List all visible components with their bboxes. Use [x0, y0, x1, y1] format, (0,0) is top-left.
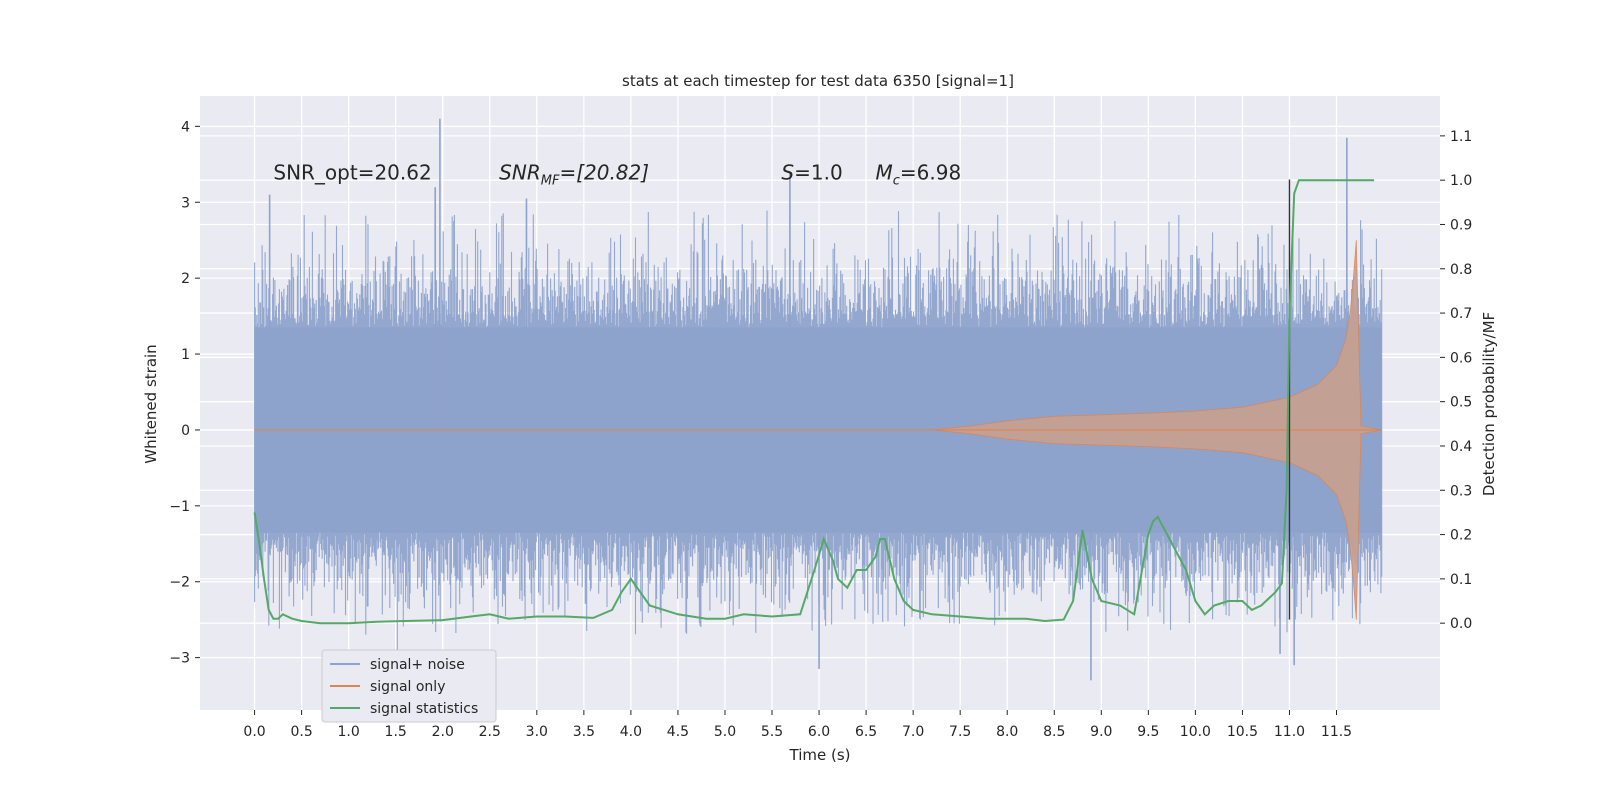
chart-title: stats at each timestep for test data 635… [622, 72, 1014, 90]
legend-label-signal-statistics: signal statistics [370, 701, 478, 717]
x-tick-label: 3.0 [526, 724, 548, 740]
x-tick-label: 10.0 [1180, 724, 1211, 740]
y-axis-right-ticks: 0.0 0.1 0.2 0.3 0.4 0.5 0.6 0.7 0.8 0.9 1.0 1.1 [1440, 129, 1472, 632]
y-right-tick-label: 0.0 [1450, 616, 1472, 632]
y-left-tick-label: 1 [181, 347, 190, 363]
x-tick-label: 6.0 [808, 724, 830, 740]
y-right-tick-label: 0.3 [1450, 483, 1472, 499]
x-tick-label: 8.0 [996, 724, 1018, 740]
series-signal-statistics [253, 179, 1375, 625]
stats-line [253, 179, 1375, 625]
x-tick-label: 1.0 [338, 724, 360, 740]
x-tick-label: 0.0 [243, 724, 265, 740]
y-left-tick-label: 4 [181, 119, 190, 135]
x-tick-label: 5.0 [714, 724, 736, 740]
x-tick-label: 11.5 [1321, 724, 1352, 740]
annotation-s: S=1.0 [781, 160, 842, 184]
y-right-tick-label: 0.7 [1450, 306, 1472, 322]
x-tick-label: 4.0 [620, 724, 642, 740]
x-tick-label: 6.5 [855, 724, 877, 740]
x-tick-label: 2.0 [432, 724, 454, 740]
legend: signal+ noise signal only signal statist… [321, 649, 497, 723]
y-right-tick-label: 0.1 [1450, 572, 1472, 588]
y-right-tick-label: 1.0 [1450, 173, 1472, 189]
x-tick-label: 5.5 [761, 724, 783, 740]
annotation-snr-opt: SNR_opt=20.62 [273, 160, 431, 184]
y-axis-left-label: Whitened strain [142, 344, 160, 463]
x-tick-label: 7.5 [949, 724, 971, 740]
x-tick-label: 1.5 [385, 724, 407, 740]
x-tick-label: 8.5 [1043, 724, 1065, 740]
x-axis-ticks: 0.0 0.5 1.0 1.5 2.0 2.5 3.0 3.5 4.0 4.5 5.0 5.5 6.0 6… [243, 710, 1352, 740]
x-tick-label: 9.0 [1090, 724, 1112, 740]
y-right-tick-label: 0.9 [1450, 217, 1472, 233]
x-tick-label: 11.0 [1274, 724, 1305, 740]
y-left-tick-label: −3 [169, 651, 190, 667]
y-right-tick-label: 0.8 [1450, 262, 1472, 278]
y-left-tick-label: −1 [169, 499, 190, 515]
legend-box [321, 649, 497, 723]
x-tick-label: 2.5 [479, 724, 501, 740]
x-tick-label: 10.5 [1227, 724, 1258, 740]
x-axis-label: Time (s) [789, 746, 851, 764]
y-left-tick-label: 0 [181, 423, 190, 439]
x-tick-label: 0.5 [290, 724, 312, 740]
legend-label-signal-only: signal only [370, 679, 445, 695]
y-left-tick-label: 2 [181, 271, 190, 287]
annotations: SNR_opt=20.62 SNRMF=[20.82] S=1.0 Mc=6.98 [273, 160, 961, 188]
y-right-tick-label: 1.1 [1450, 129, 1472, 145]
y-right-tick-label: 0.2 [1450, 528, 1472, 544]
series-signal-only [254, 240, 1382, 620]
y-right-tick-label: 0.5 [1450, 395, 1472, 411]
y-axis-right-label: Detection probability/MF [1480, 312, 1498, 496]
x-tick-label: 4.5 [667, 724, 689, 740]
annotation-mc: Mc=6.98 [876, 160, 962, 188]
x-tick-label: 3.5 [573, 724, 595, 740]
y-right-tick-label: 0.4 [1450, 439, 1472, 455]
annotation-snr-mf: SNRMF=[20.82] [499, 160, 649, 188]
y-right-tick-label: 0.6 [1450, 350, 1472, 366]
y-left-tick-label: −2 [169, 575, 190, 591]
legend-label-signal-noise: signal+ noise [370, 657, 465, 673]
x-tick-label: 9.5 [1137, 724, 1159, 740]
y-left-tick-label: 3 [181, 195, 190, 211]
x-tick-label: 7.0 [902, 724, 924, 740]
y-axis-left-ticks: −3 −2 −1 0 1 2 3 4 [169, 119, 200, 667]
